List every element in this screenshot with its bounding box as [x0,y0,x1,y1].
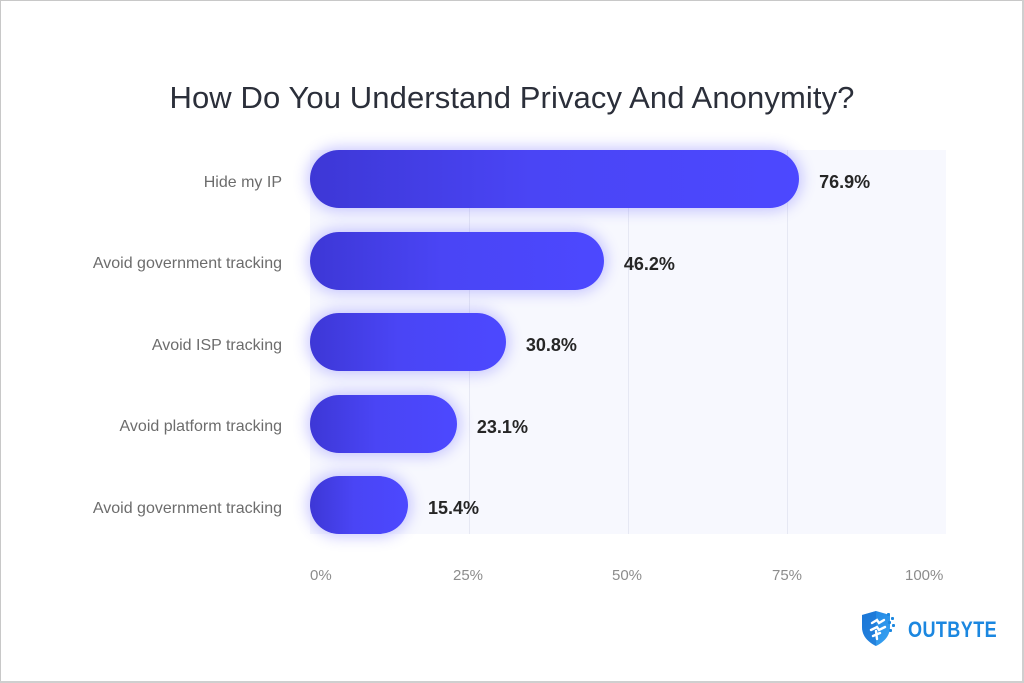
x-tick-label: 100% [905,567,944,584]
category-label: Avoid government tracking [92,255,282,272]
value-label: 15.4% [427,498,479,518]
category-label: Avoid government tracking [92,500,282,517]
value-label: 23.1% [476,417,528,437]
value-label: 76.9% [819,172,871,192]
x-tick-label: 25% [453,567,484,584]
category-label: Avoid platform tracking [119,418,282,435]
gridline-50 [628,150,629,534]
category-label: Avoid ISP tracking [151,337,282,354]
value-label: 46.2% [623,254,675,274]
brand-name: OUTBYTE [908,617,998,642]
gridline-75 [787,150,788,534]
x-tick-label: 75% [772,567,803,584]
chart-title: How Do You Understand Privacy And Anonym… [169,80,855,115]
frame-border-right [1022,0,1024,683]
bar [310,395,457,453]
value-label: 30.8% [525,335,577,355]
brand-logo: OUTBYTE [860,609,1017,652]
bar [310,313,506,371]
bar [310,476,408,534]
x-tick-label: 0% [310,567,332,584]
shield-icon [860,609,896,652]
bar [310,150,800,208]
bar [310,232,604,290]
frame-border-bottom [0,681,1024,683]
category-label: Hide my IP [203,174,282,191]
x-tick-label: 50% [612,567,643,584]
